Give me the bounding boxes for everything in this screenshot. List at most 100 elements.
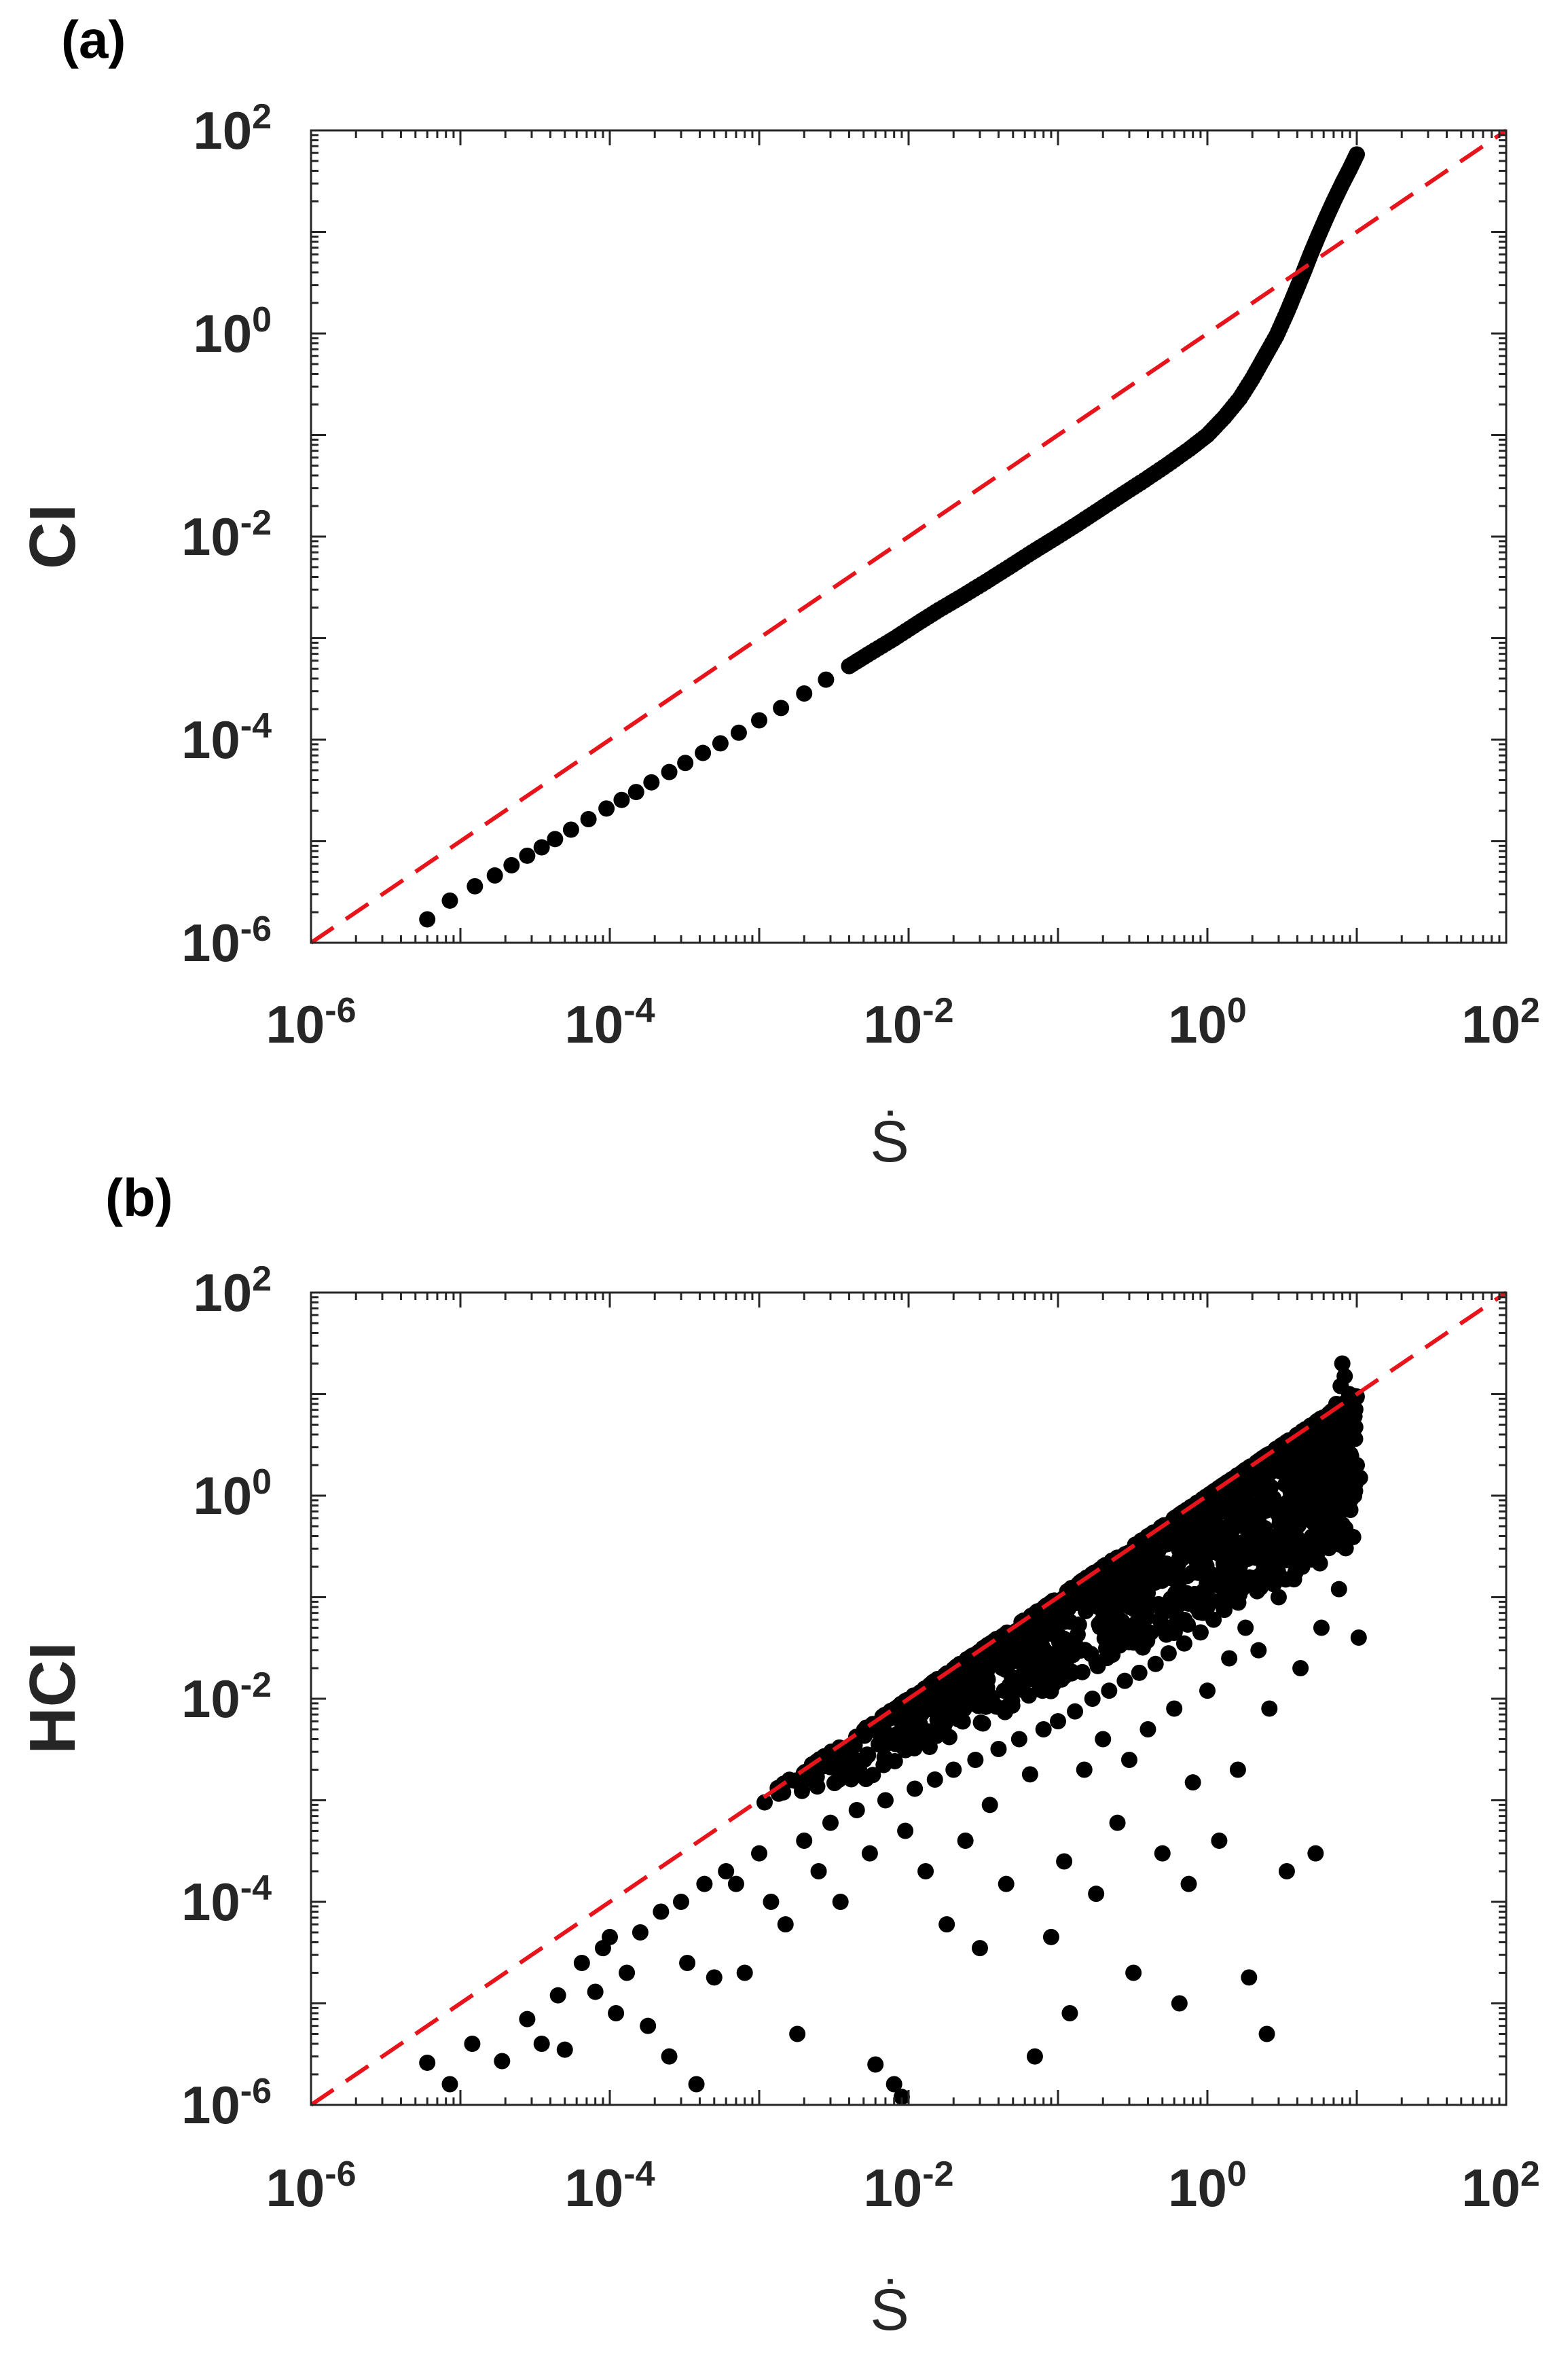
panel-b-data-point — [1282, 1483, 1299, 1500]
panel-b-data-point — [1154, 1527, 1171, 1544]
panel-b-data-point — [1116, 1672, 1133, 1689]
panel-b-data-point — [848, 1801, 865, 1818]
panel-a-xtick-label: 10-6 — [266, 991, 356, 1054]
panel-b-data-point — [867, 2056, 884, 2073]
panel-b-data-point — [727, 1875, 744, 1892]
panel-b-data-point — [829, 1755, 846, 1772]
panel-b-data-point — [1139, 1632, 1156, 1649]
panel-a-marks — [310, 128, 1508, 945]
panel-b-data-point — [1084, 1691, 1101, 1707]
panel-b-data-point — [987, 1655, 1004, 1672]
panel-b-data-point — [1301, 1452, 1318, 1469]
panel-b-data-point — [1334, 1526, 1351, 1543]
panel-a-data-point — [580, 810, 597, 827]
panel-b-data-point — [1321, 1447, 1338, 1464]
panel-b-reference-line — [310, 1291, 1508, 2107]
panel-b-data-point — [533, 2035, 550, 2052]
panel-b-x-axis-title: Ṡ — [870, 2277, 909, 2343]
panel-b-data-point — [696, 1875, 713, 1892]
panel-b-data-point — [1020, 1687, 1037, 1704]
panel-b-data-point — [619, 1964, 636, 1981]
panel-b-data-point — [1184, 1564, 1201, 1581]
panel-b-data-point — [1125, 1964, 1142, 1981]
panel-b-data-point — [1191, 1604, 1208, 1621]
panel-b-data-point — [847, 1729, 864, 1746]
panel-b-data-point — [751, 1845, 767, 1862]
panel-b-data-point — [917, 1862, 934, 1879]
panel-b-data-point — [1262, 1479, 1279, 1496]
panel-b-data-point — [1346, 1488, 1363, 1504]
panel-b-xtick-label: 10-6 — [266, 2154, 356, 2218]
panel-b-data-point — [832, 1894, 849, 1910]
panel-b-data-point — [1222, 1516, 1239, 1533]
panel-b-ytick-label: 100 — [193, 1462, 272, 1526]
panel-a-data-point — [547, 831, 564, 848]
panel-b-data-point — [1183, 1591, 1200, 1608]
panel-b-data-point — [1226, 1545, 1243, 1562]
panel-b-data-point — [1307, 1845, 1324, 1862]
panel-b-data-point — [1207, 1544, 1224, 1561]
panel-b-data-point — [1048, 1627, 1065, 1644]
panel-a-ytick-label: 10-4 — [181, 706, 272, 770]
panel-b-data-point — [1273, 1439, 1290, 1456]
panel-b-data-point — [1221, 1650, 1238, 1667]
panel-b-data-point — [1056, 1853, 1073, 1870]
panel-b-data-point — [1095, 1731, 1112, 1748]
panel-b-data-point — [1010, 1731, 1027, 1748]
panel-b-data-point — [1232, 1466, 1249, 1483]
panel-b-data-point — [1235, 1493, 1252, 1510]
panel-b-marks — [310, 1291, 1508, 2107]
panel-b-data-point — [1278, 1862, 1295, 1879]
panel-b-data-point — [1271, 1511, 1288, 1528]
panel-b-data-point — [1000, 1652, 1017, 1669]
panel-b-data-point — [877, 1792, 894, 1809]
panel-b-data-point — [1207, 1489, 1224, 1506]
panel-b-data-point — [1101, 1682, 1118, 1699]
panel-b-data-point — [822, 1814, 839, 1831]
panel-b-data-point — [847, 1753, 864, 1770]
panel-b-data-point — [1147, 1655, 1164, 1672]
panel-b-data-point — [1076, 1642, 1093, 1659]
panel-b: (b) 10-6 10-4 10-2 100 102 10-6 10-4 10-… — [16, 1168, 1540, 2343]
panel-b-data-point — [990, 1740, 1007, 1757]
panel-b-data-point — [1244, 1571, 1261, 1588]
panel-b-data-point — [893, 2089, 910, 2106]
panel-b-data-point — [1338, 1439, 1355, 1456]
panel-b-data-point — [864, 1767, 881, 1784]
panel-b-data-point — [1309, 1488, 1326, 1504]
panel-b-data-point — [1050, 1713, 1066, 1730]
panel-a-data-point — [643, 774, 660, 791]
panel-b-data-point — [1109, 1609, 1126, 1626]
panel-a-ytick-label: 100 — [193, 300, 272, 363]
panel-a-data-point — [730, 724, 747, 741]
panel-b-data-point — [1334, 1355, 1351, 1372]
panel-b-data-point — [1169, 1554, 1186, 1571]
panel-b-data-point — [1233, 1581, 1250, 1598]
panel-b-data-point — [1021, 1766, 1038, 1783]
panel-b-data-point — [1325, 1416, 1342, 1433]
panel-b-data-point — [922, 1698, 938, 1715]
panel-b-data-point — [1034, 1681, 1051, 1698]
panel-b-data-point — [790, 1771, 807, 1788]
panel-b-data-point — [1150, 1543, 1167, 1560]
panel-a-data-point — [533, 839, 550, 856]
panel-b-data-point — [1067, 1703, 1084, 1720]
panel-b-data-point — [1206, 1506, 1223, 1523]
panel-b-data-point — [1078, 1602, 1095, 1619]
panel-b-data-point — [1250, 1512, 1267, 1529]
panel-b-data-point — [718, 1862, 735, 1879]
panel-b-data-point — [1201, 1577, 1218, 1594]
panel-b-data-point — [549, 1987, 566, 2004]
panel-b-data-point — [1024, 1629, 1041, 1646]
panel-b-data-point — [1188, 1528, 1205, 1545]
panel-b-data-point — [861, 1845, 878, 1862]
panel-a-y-axis-title: CI — [16, 504, 89, 569]
panel-b-data-point — [1258, 2025, 1275, 2042]
panel-b-data-point — [1285, 1571, 1302, 1588]
panel-a-data-point — [627, 784, 644, 801]
panel-b-data-point — [1076, 1761, 1093, 1778]
panel-b-data-point — [1237, 1619, 1254, 1636]
panel-b-data-point — [879, 1735, 896, 1752]
panel-b-data-point — [419, 2054, 436, 2071]
panel-b-data-point — [1313, 1619, 1330, 1636]
